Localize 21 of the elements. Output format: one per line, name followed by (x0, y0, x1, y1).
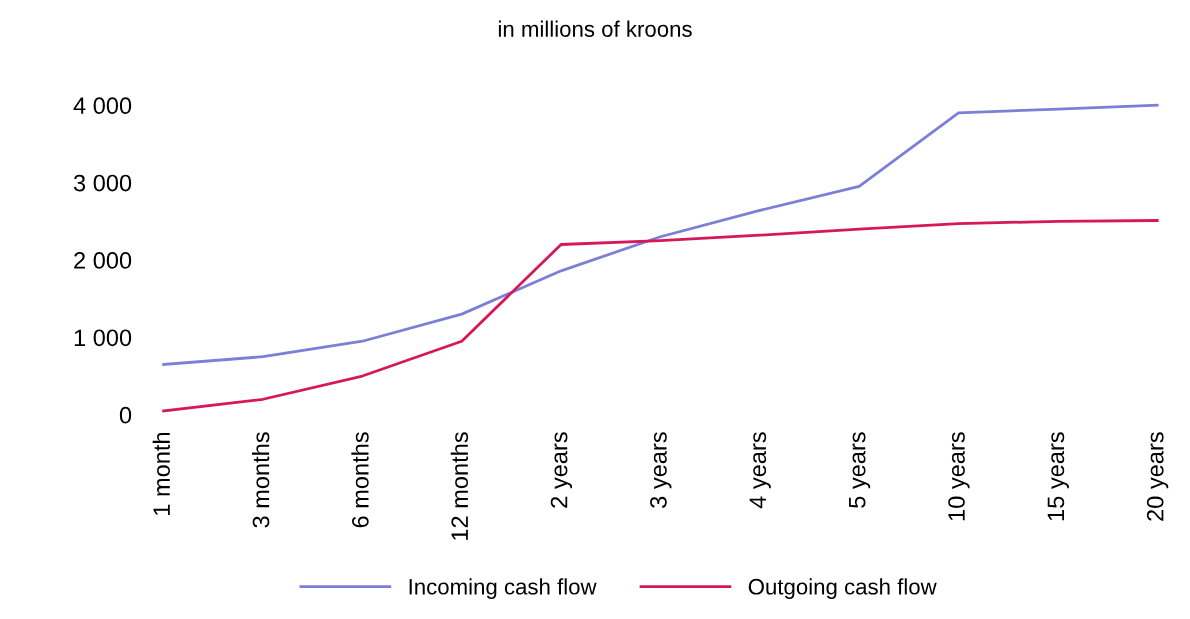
x-tick-label: 3 years (650, 432, 672, 508)
legend-label: Incoming cash flow (409, 578, 597, 599)
legend-label: Outgoing cash flow (748, 578, 937, 599)
x-tick-label: 15 years (1047, 432, 1069, 521)
x-tick-label: 3 months (252, 432, 270, 528)
x-tick-label: 10 years (948, 432, 970, 521)
y-tick-label: 0 (119, 406, 132, 424)
x-tick-label: 6 months (351, 432, 369, 528)
y-tick-label: 4 000 (73, 97, 132, 115)
line-series (162, 103, 1159, 366)
line-series (162, 219, 1159, 413)
x-tick-label: 4 years (749, 432, 771, 509)
y-tick-label: 2 000 (74, 252, 132, 269)
x-tick-label: 20 years (1146, 432, 1169, 521)
x-tick-label: 2 years (550, 432, 573, 508)
x-tick-label: 12 months (450, 432, 469, 540)
y-tick-label: 1 000 (74, 329, 132, 347)
x-tick-label: 1 month (152, 432, 170, 515)
x-tick-label: 5 years (849, 432, 871, 508)
chart-title: in millions of kroons (498, 20, 692, 37)
y-tick-label: 3 000 (73, 174, 132, 192)
